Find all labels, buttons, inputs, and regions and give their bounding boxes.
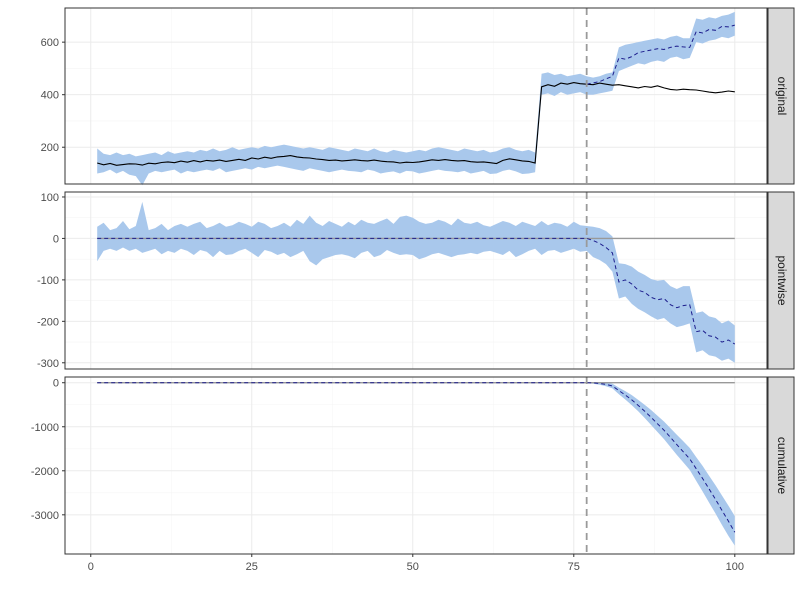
panel-border — [64, 7, 768, 185]
y-tick-label: 200 — [41, 142, 59, 154]
panel-original: 200 400 600 original — [41, 7, 795, 186]
strip-background — [767, 376, 795, 555]
y-tick-label: 0 — [53, 233, 59, 245]
panel-border — [64, 191, 768, 370]
y-tick-label: 600 — [41, 37, 59, 49]
y-tick-label: -100 — [37, 275, 59, 287]
x-tick-label: 100 — [726, 561, 744, 573]
predicted-line — [97, 237, 736, 345]
observed-line — [97, 82, 735, 166]
panel-background — [65, 377, 767, 554]
y-tick-label: 100 — [41, 192, 59, 204]
panel-cumulative: -3000 -2000 -1000 0 cumulative — [31, 376, 795, 555]
panel-border — [64, 376, 768, 555]
y-tick-label: 0 — [53, 378, 59, 390]
x-tick-label: 75 — [568, 561, 580, 573]
strip-background — [767, 7, 795, 185]
strip-label-original: original — [775, 77, 789, 116]
y-tick-label: -1000 — [31, 422, 59, 434]
y-tick-label: 400 — [41, 90, 59, 102]
strip-background — [767, 191, 795, 370]
confidence-ribbon-pointwise — [97, 201, 735, 363]
x-tick-label: 0 — [88, 561, 94, 573]
y-tick-label: -200 — [37, 316, 59, 328]
y-tick-label: -3000 — [31, 510, 59, 522]
strip-label-pointwise: pointwise — [775, 255, 789, 305]
strip-label-cumulative: cumulative — [775, 437, 789, 495]
panel-pointwise: -300 -200 -100 0 100 pointwise — [37, 191, 795, 370]
y-tick-label: -300 — [37, 358, 59, 370]
x-tick-label: 50 — [407, 561, 419, 573]
x-tick-label: 25 — [246, 561, 258, 573]
y-tick-label: -2000 — [31, 466, 59, 478]
confidence-ribbon-original — [97, 11, 735, 186]
